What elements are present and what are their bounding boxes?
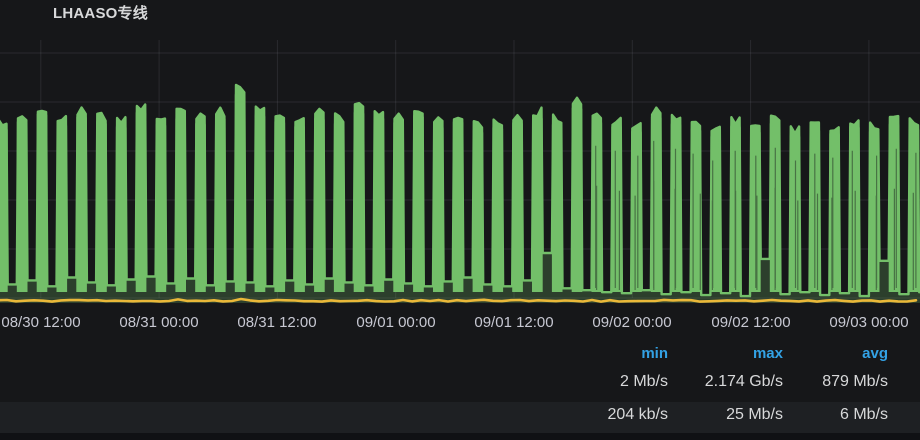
time-series-chart[interactable] — [0, 40, 920, 312]
x-tick-label: 09/02 12:00 — [711, 314, 791, 331]
legend-row-series-2[interactable]: 204 kb/s 25 Mb/s 6 Mb/s — [0, 406, 920, 426]
series1-min-value: 2 Mb/s — [619, 373, 668, 390]
legend-table: min max avg 2 Mb/s 2.174 Gb/s 879 Mb/s 2… — [0, 340, 920, 440]
series1-avg-value: 879 Mb/s — [822, 373, 888, 390]
x-tick-label: 09/01 12:00 — [474, 314, 554, 331]
legend-header-min[interactable]: min — [641, 345, 668, 362]
series2-min-value: 204 kb/s — [607, 406, 668, 423]
series1-max-value: 2.174 Gb/s — [704, 373, 783, 390]
legend-header-avg[interactable]: avg — [862, 345, 888, 362]
x-tick-label: 08/31 12:00 — [237, 314, 317, 331]
x-tick-label: 09/01 00:00 — [356, 314, 436, 331]
legend-row-series-1[interactable]: 2 Mb/s 2.174 Gb/s 879 Mb/s — [0, 373, 920, 393]
series2-avg-value: 6 Mb/s — [839, 406, 888, 423]
panel-bottom-edge — [0, 433, 920, 440]
legend-header-row: min max avg — [0, 345, 920, 363]
legend-row-highlight — [0, 402, 920, 433]
x-tick-label: 09/02 00:00 — [592, 314, 672, 331]
x-tick-label: 09/03 00:00 — [829, 314, 909, 331]
x-axis: 08/30 12:00 08/31 00:00 08/31 12:00 09/0… — [0, 314, 920, 334]
x-tick-label: 08/30 12:00 — [1, 314, 81, 331]
panel-title[interactable]: LHAASO专线 — [53, 5, 148, 22]
chart-canvas[interactable] — [0, 40, 920, 312]
legend-header-max[interactable]: max — [752, 345, 783, 362]
x-tick-label: 08/31 00:00 — [119, 314, 199, 331]
series2-max-value: 25 Mb/s — [726, 406, 783, 423]
